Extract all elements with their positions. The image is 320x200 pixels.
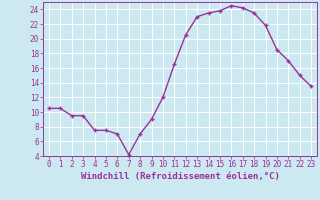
X-axis label: Windchill (Refroidissement éolien,°C): Windchill (Refroidissement éolien,°C) xyxy=(81,172,279,181)
